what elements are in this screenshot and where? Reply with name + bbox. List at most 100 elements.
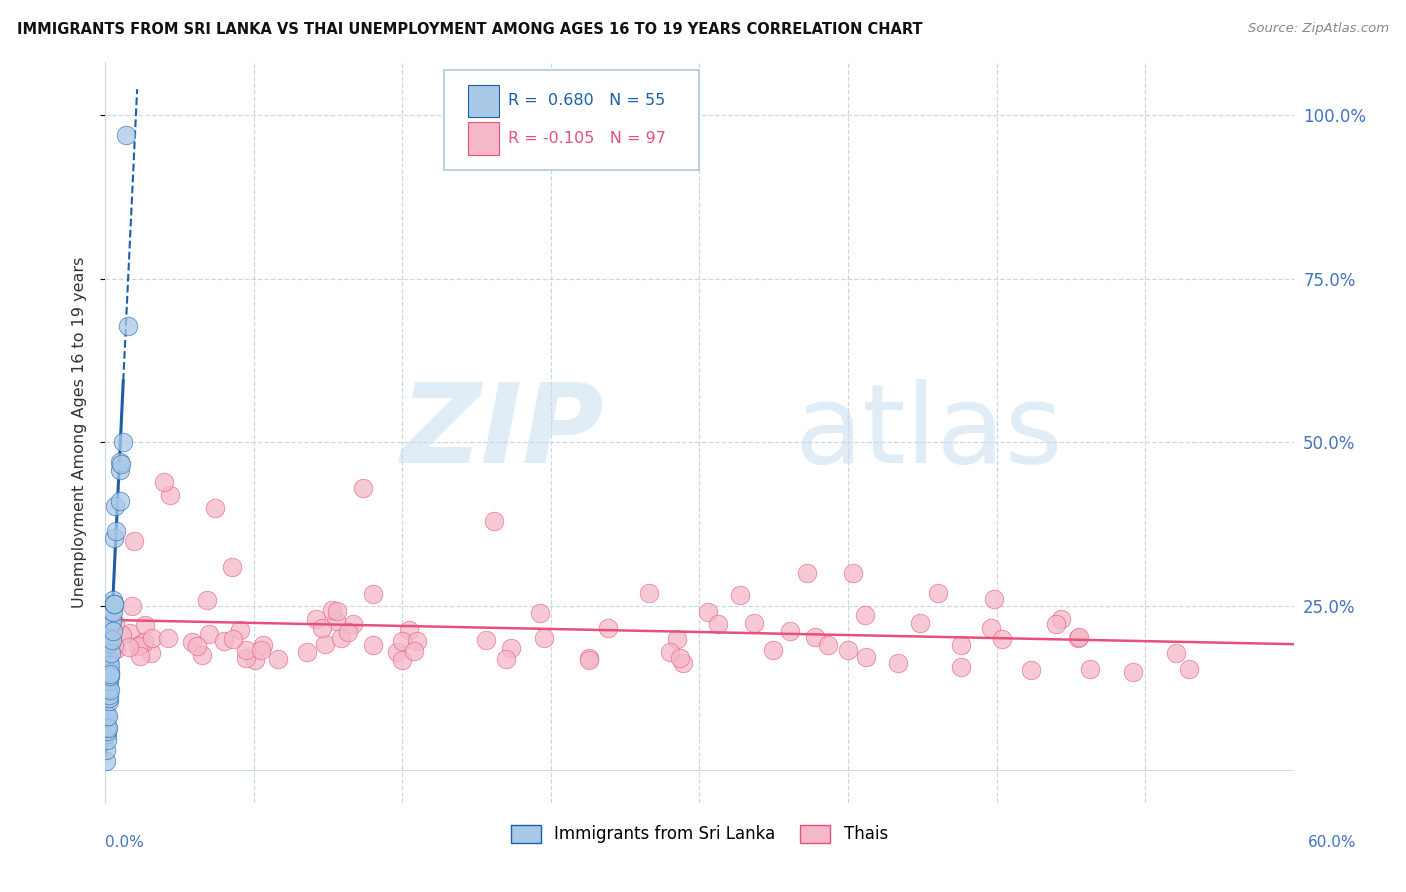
Point bbox=[243, 652, 266, 666]
Point bbox=[121, 599, 143, 613]
Point bbox=[139, 646, 162, 660]
Point bbox=[98, 657, 121, 672]
Point bbox=[578, 652, 600, 666]
Point bbox=[97, 721, 120, 735]
Point bbox=[98, 673, 121, 688]
Point bbox=[97, 668, 120, 682]
Point bbox=[887, 657, 910, 671]
Point bbox=[637, 586, 659, 600]
Point bbox=[742, 616, 765, 631]
Point bbox=[817, 638, 839, 652]
Point bbox=[1067, 632, 1090, 646]
Point bbox=[221, 559, 243, 574]
Point bbox=[229, 623, 252, 637]
Point bbox=[104, 499, 127, 513]
Point bbox=[97, 673, 120, 688]
Point bbox=[186, 639, 208, 653]
Point bbox=[98, 653, 121, 667]
Point bbox=[96, 719, 118, 733]
Point bbox=[152, 475, 174, 490]
Point bbox=[97, 684, 120, 698]
Point bbox=[110, 458, 132, 472]
Point bbox=[96, 720, 118, 734]
Point bbox=[195, 592, 218, 607]
Text: IMMIGRANTS FROM SRI LANKA VS THAI UNEMPLOYMENT AMONG AGES 16 TO 19 YEARS CORRELA: IMMIGRANTS FROM SRI LANKA VS THAI UNEMPL… bbox=[17, 22, 922, 37]
Point bbox=[128, 648, 150, 663]
Point bbox=[129, 636, 152, 650]
Text: atlas: atlas bbox=[794, 379, 1063, 486]
Point bbox=[104, 616, 127, 631]
Point bbox=[1166, 646, 1188, 660]
Point bbox=[122, 533, 145, 548]
Point bbox=[804, 630, 827, 644]
Point bbox=[1069, 630, 1091, 644]
Point bbox=[363, 638, 385, 652]
Point bbox=[108, 455, 131, 469]
Point bbox=[235, 651, 257, 665]
Point bbox=[101, 633, 124, 648]
Point bbox=[98, 668, 121, 682]
Y-axis label: Unemployment Among Ages 16 to 19 years: Unemployment Among Ages 16 to 19 years bbox=[72, 257, 87, 608]
Text: Source: ZipAtlas.com: Source: ZipAtlas.com bbox=[1249, 22, 1389, 36]
Point bbox=[108, 463, 131, 477]
Point bbox=[103, 532, 125, 546]
Point bbox=[669, 650, 692, 665]
Point bbox=[103, 597, 125, 611]
Point bbox=[100, 616, 122, 631]
Point bbox=[321, 603, 343, 617]
Point bbox=[326, 603, 349, 617]
Legend: Immigrants from Sri Lanka, Thais: Immigrants from Sri Lanka, Thais bbox=[505, 818, 894, 850]
Point bbox=[97, 690, 120, 705]
Point bbox=[97, 635, 120, 649]
Point bbox=[1122, 665, 1144, 679]
Point bbox=[96, 709, 118, 723]
Point bbox=[198, 627, 221, 641]
Point bbox=[495, 651, 517, 665]
Point bbox=[235, 642, 257, 657]
Point bbox=[837, 642, 859, 657]
Point bbox=[96, 727, 118, 741]
Point bbox=[352, 481, 374, 495]
Point bbox=[103, 598, 125, 612]
Point bbox=[97, 657, 120, 672]
Point bbox=[100, 616, 122, 631]
Point bbox=[97, 694, 120, 708]
Point bbox=[761, 643, 783, 657]
Point bbox=[191, 648, 214, 662]
Point bbox=[484, 514, 506, 528]
Point bbox=[98, 682, 121, 697]
Point bbox=[796, 566, 818, 581]
Point bbox=[117, 319, 139, 334]
Point bbox=[1019, 663, 1042, 677]
Point bbox=[96, 723, 118, 738]
Point bbox=[212, 633, 235, 648]
FancyBboxPatch shape bbox=[444, 70, 700, 169]
Point bbox=[101, 605, 124, 619]
Point bbox=[111, 628, 134, 642]
Point bbox=[98, 681, 121, 695]
Point bbox=[141, 631, 163, 645]
Point bbox=[658, 645, 681, 659]
Point bbox=[325, 615, 347, 629]
Point bbox=[402, 644, 425, 658]
Point bbox=[666, 632, 689, 646]
Point bbox=[853, 608, 876, 623]
Point bbox=[855, 649, 877, 664]
Point bbox=[363, 587, 385, 601]
Text: ZIP: ZIP bbox=[401, 379, 605, 486]
Point bbox=[103, 638, 125, 652]
Point bbox=[96, 733, 118, 747]
Point bbox=[707, 616, 730, 631]
Point bbox=[118, 626, 141, 640]
Point bbox=[100, 647, 122, 661]
Point bbox=[983, 591, 1005, 606]
Point bbox=[596, 621, 619, 635]
Point bbox=[696, 605, 718, 619]
Point bbox=[529, 606, 551, 620]
Text: R =  0.680   N = 55: R = 0.680 N = 55 bbox=[508, 94, 665, 109]
Point bbox=[204, 500, 226, 515]
Point bbox=[730, 588, 752, 602]
Point bbox=[101, 614, 124, 628]
Point bbox=[94, 720, 117, 734]
Point bbox=[305, 611, 328, 625]
